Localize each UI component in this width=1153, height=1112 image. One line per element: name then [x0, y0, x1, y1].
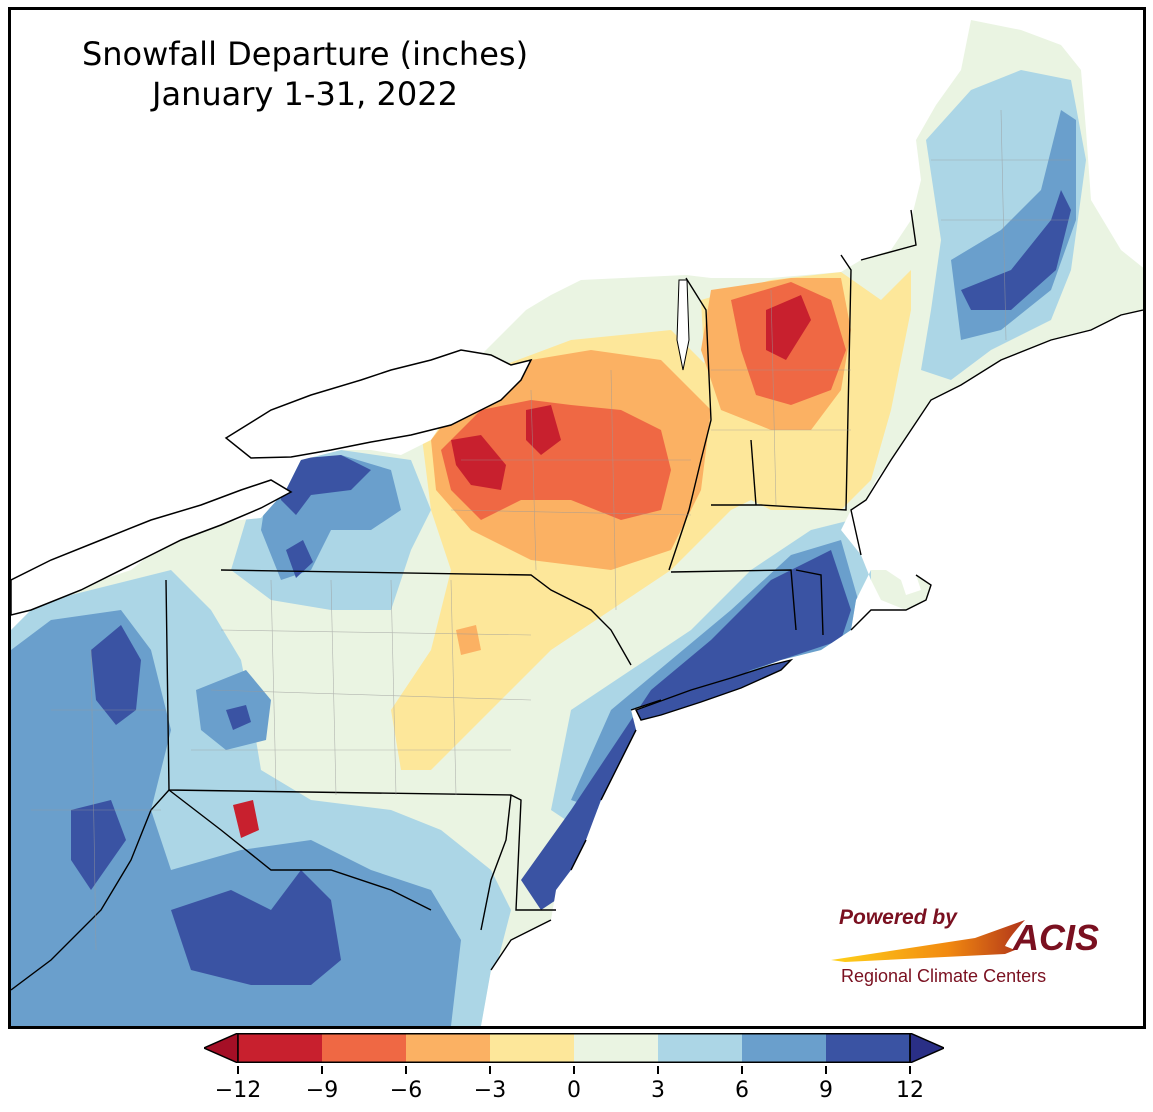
acis-logo: Powered by ACIS Regional Climate Centers — [825, 898, 1115, 990]
zone-ny-9to-12-b — [526, 405, 561, 455]
lake-ontario — [224, 349, 533, 459]
legend-bin — [406, 1033, 491, 1063]
long-island — [635, 658, 794, 721]
legend-tick-label: −6 — [389, 1078, 423, 1103]
legend-tick-label: −12 — [214, 1078, 262, 1103]
legend-tick-label: −9 — [305, 1078, 339, 1103]
legend-tick-label: 12 — [896, 1078, 924, 1103]
zone-west-9to12-b — [171, 870, 341, 985]
legend-bin — [238, 1033, 323, 1063]
legend-bin — [574, 1033, 659, 1063]
legend-bin — [322, 1033, 407, 1063]
logo-powered-by: Powered by — [839, 906, 958, 929]
legend-bin — [826, 1033, 911, 1063]
legend-tick-mark — [825, 1066, 827, 1074]
zone-ny-9to-12 — [451, 435, 506, 490]
map-canvas — [11, 20, 1143, 1026]
legend-bin — [490, 1033, 575, 1063]
legend-outline — [237, 1033, 911, 1063]
zone-wny-9to12 — [281, 455, 371, 515]
zone-coast-9to12 — [521, 550, 851, 910]
zone-wny-9to12-b — [286, 540, 313, 578]
coastline — [490, 309, 1143, 971]
zone-pa-west-9to12 — [226, 705, 251, 730]
legend-tick-mark — [657, 1066, 659, 1074]
legend-over-arrow — [909, 1031, 946, 1065]
map-title: Snowfall Departure (inches) January 1-31… — [30, 34, 580, 114]
zone-me-9to12 — [961, 190, 1071, 310]
legend-tick-mark — [405, 1066, 407, 1074]
logo-org: Regional Climate Centers — [841, 966, 1046, 986]
zone-ne-9to-12 — [766, 295, 811, 360]
legend-under-arrow — [202, 1031, 239, 1065]
legend-ticks: −12 −9 −6 −3 0 3 6 9 12 — [0, 1066, 1153, 1106]
title-line-2: January 1-31, 2022 — [152, 75, 458, 113]
zone-wv-red-pocket — [233, 800, 259, 838]
legend-bin — [658, 1033, 743, 1063]
legend-tick-mark — [489, 1066, 491, 1074]
lake-champlain — [676, 279, 690, 371]
legend-tick-mark — [321, 1066, 323, 1074]
snowfall-departure-map — [8, 7, 1146, 1029]
legend-tick-label: 0 — [567, 1078, 581, 1103]
lake-erie — [11, 479, 293, 616]
legend-tick-mark — [909, 1066, 911, 1074]
legend-tick-label: 3 — [651, 1078, 665, 1103]
logo-brand: ACIS — [1012, 917, 1099, 958]
county-lines — [31, 109, 1071, 951]
logo-swoosh — [831, 920, 1025, 962]
legend-tick-mark — [741, 1066, 743, 1074]
zone-west-9to12-a — [91, 625, 141, 725]
state-borders — [11, 209, 917, 991]
zone-pa-dry-pocket — [456, 625, 481, 655]
legend-bin — [742, 1033, 827, 1063]
legend-tick-label: −3 — [473, 1078, 507, 1103]
zone-west-9to12-c — [71, 800, 126, 890]
legend-tick-label: 6 — [735, 1078, 749, 1103]
title-line-1: Snowfall Departure (inches) — [81, 35, 529, 73]
legend-tick-mark — [573, 1066, 575, 1074]
legend-tick-label: 9 — [819, 1078, 833, 1103]
legend-colorbar — [202, 1031, 946, 1065]
legend-tick-mark — [237, 1066, 239, 1074]
